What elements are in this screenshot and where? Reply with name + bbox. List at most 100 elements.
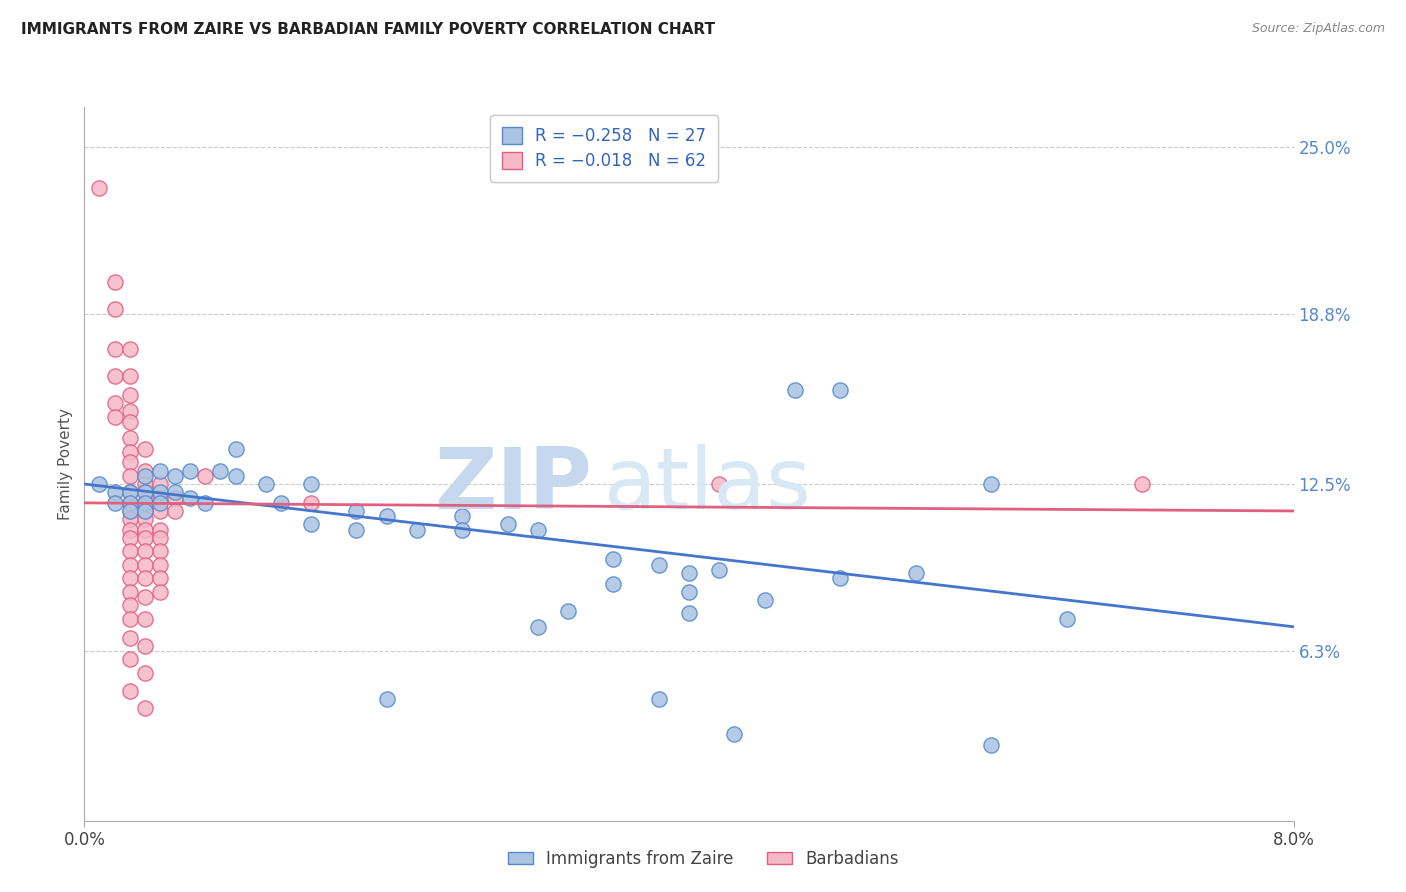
Point: [678, 584, 700, 599]
Point: [118, 504, 141, 518]
Point: [194, 469, 217, 483]
Point: [118, 485, 141, 500]
Point: [118, 652, 141, 666]
Point: [134, 477, 156, 491]
Point: [118, 469, 141, 483]
Point: [709, 477, 731, 491]
Point: [149, 491, 172, 505]
Point: [678, 566, 700, 580]
Point: [89, 181, 111, 195]
Point: [980, 477, 1002, 491]
Point: [134, 531, 156, 545]
Point: [149, 496, 172, 510]
Point: [104, 485, 127, 500]
Point: [118, 612, 141, 626]
Point: [165, 469, 187, 483]
Point: [118, 404, 141, 418]
Point: [104, 343, 127, 357]
Point: [496, 517, 519, 532]
Point: [723, 727, 745, 741]
Point: [678, 607, 700, 621]
Point: [118, 369, 141, 384]
Point: [134, 496, 156, 510]
Point: [830, 383, 852, 397]
Text: ZIP: ZIP: [434, 443, 592, 527]
Point: [406, 523, 429, 537]
Point: [134, 571, 156, 585]
Point: [527, 523, 550, 537]
Point: [134, 469, 156, 483]
Point: [134, 504, 156, 518]
Text: IMMIGRANTS FROM ZAIRE VS BARBADIAN FAMILY POVERTY CORRELATION CHART: IMMIGRANTS FROM ZAIRE VS BARBADIAN FAMIL…: [21, 22, 716, 37]
Point: [118, 558, 141, 572]
Point: [783, 383, 806, 397]
Point: [118, 444, 141, 458]
Point: [134, 558, 156, 572]
Point: [134, 485, 156, 500]
Point: [225, 469, 247, 483]
Point: [104, 496, 127, 510]
Point: [149, 558, 172, 572]
Point: [1132, 477, 1154, 491]
Point: [1056, 612, 1078, 626]
Point: [209, 464, 232, 478]
Point: [134, 485, 156, 500]
Point: [134, 523, 156, 537]
Point: [118, 455, 141, 469]
Point: [225, 442, 247, 456]
Point: [118, 684, 141, 698]
Point: [648, 558, 671, 572]
Point: [165, 491, 187, 505]
Point: [527, 620, 550, 634]
Point: [118, 523, 141, 537]
Point: [451, 523, 474, 537]
Point: [104, 409, 127, 424]
Point: [165, 485, 187, 500]
Point: [709, 563, 731, 577]
Point: [830, 571, 852, 585]
Y-axis label: Family Poverty: Family Poverty: [58, 408, 73, 520]
Point: [118, 415, 141, 429]
Point: [149, 531, 172, 545]
Point: [118, 485, 141, 500]
Point: [299, 477, 322, 491]
Point: [149, 504, 172, 518]
Legend: R = −0.258   N = 27, R = −0.018   N = 62: R = −0.258 N = 27, R = −0.018 N = 62: [491, 115, 718, 182]
Point: [134, 612, 156, 626]
Point: [118, 598, 141, 612]
Point: [134, 512, 156, 526]
Point: [104, 369, 127, 384]
Point: [557, 604, 579, 618]
Point: [165, 504, 187, 518]
Point: [904, 566, 927, 580]
Point: [149, 544, 172, 558]
Point: [375, 509, 398, 524]
Point: [89, 477, 111, 491]
Point: [299, 517, 322, 532]
Point: [134, 544, 156, 558]
Point: [299, 496, 322, 510]
Point: [254, 477, 277, 491]
Text: Source: ZipAtlas.com: Source: ZipAtlas.com: [1251, 22, 1385, 36]
Point: [134, 700, 156, 714]
Point: [602, 552, 624, 566]
Legend: Immigrants from Zaire, Barbadians: Immigrants from Zaire, Barbadians: [501, 844, 905, 875]
Point: [149, 523, 172, 537]
Point: [134, 639, 156, 653]
Point: [118, 584, 141, 599]
Text: atlas: atlas: [605, 443, 813, 527]
Point: [179, 464, 201, 478]
Point: [118, 496, 141, 510]
Point: [118, 343, 141, 357]
Point: [648, 692, 671, 706]
Point: [134, 504, 156, 518]
Point: [149, 477, 172, 491]
Point: [134, 442, 156, 456]
Point: [118, 544, 141, 558]
Point: [754, 592, 776, 607]
Point: [375, 692, 398, 706]
Point: [118, 571, 141, 585]
Point: [118, 512, 141, 526]
Point: [118, 631, 141, 645]
Point: [118, 388, 141, 402]
